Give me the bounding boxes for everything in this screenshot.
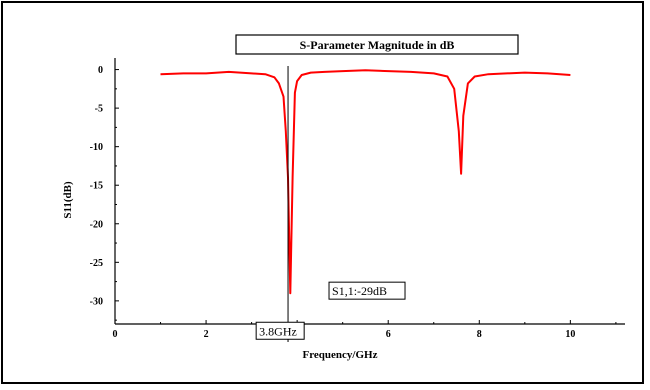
- y-tick-label: -30: [90, 296, 103, 307]
- annotation-text: 3.8GHz: [259, 324, 297, 338]
- y-axis-title: S11(dB): [62, 181, 74, 219]
- plot-series: [160, 69, 571, 295]
- y-tick-label: 0: [98, 65, 103, 76]
- y-tick-label: -10: [90, 142, 103, 153]
- annotation-box: [328, 281, 406, 300]
- annotation-box: [255, 321, 305, 340]
- chart-frame: [1, 1, 644, 384]
- y-tick-label: -15: [90, 181, 103, 192]
- annotation-label: S1,1:-29dB: [328, 281, 406, 300]
- annotations: 3.8GHz S1,1:-29dB: [255, 66, 406, 342]
- x-tick-label: 2: [204, 329, 209, 340]
- x-tick-label: 6: [386, 329, 391, 340]
- series-line: [160, 69, 571, 295]
- x-axis-title: Frequency/GHz: [303, 349, 378, 361]
- x-tick-label: 10: [565, 329, 575, 340]
- annotation-text: S1,1:-29dB: [332, 284, 387, 298]
- chart-title-box: [235, 34, 519, 55]
- y-tick-label: -5: [95, 104, 103, 115]
- chart-title: S-Parameter Magnitude in dB: [300, 38, 455, 52]
- x-tick-label: 8: [477, 329, 482, 340]
- y-tick-label: -20: [90, 219, 103, 230]
- y-tick-label: -25: [90, 258, 103, 269]
- x-tick-label: 0: [113, 329, 118, 340]
- annotation-label: 3.8GHz: [255, 321, 305, 340]
